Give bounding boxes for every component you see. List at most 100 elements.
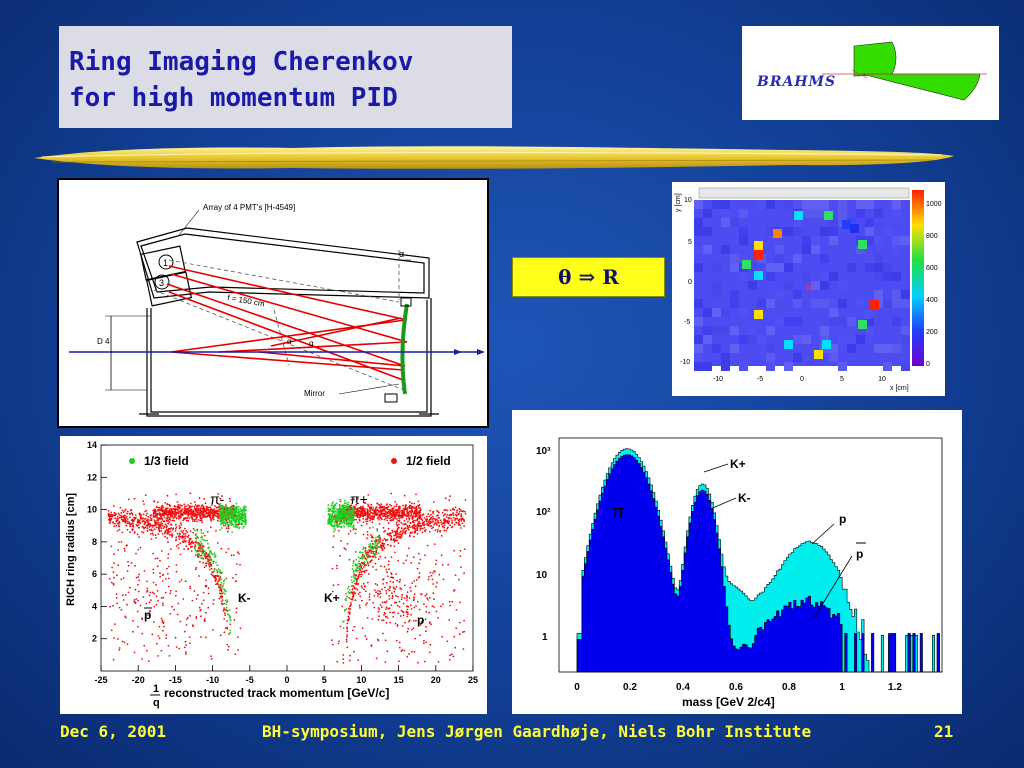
scatter-y-tick: 8 <box>92 537 97 547</box>
ring-noise-cell <box>694 317 703 326</box>
label-pi-plus: π+ <box>350 491 368 507</box>
ring-noise-cell <box>712 263 721 272</box>
ring-noise-cell <box>856 209 865 218</box>
ring-noise-cell <box>766 263 775 272</box>
ring-noise-cell <box>766 353 775 362</box>
ring-x-tick: -10 <box>713 376 723 383</box>
scatter-y-tick: 4 <box>92 601 97 611</box>
ring-hit <box>870 300 879 309</box>
ring-noise-cell <box>712 290 721 299</box>
ring-noise-cell <box>847 344 856 353</box>
scatter-y-tick: 10 <box>87 505 97 515</box>
ring-noise-cell <box>694 344 703 353</box>
title-box: Ring Imaging Cherenkov for high momentum… <box>59 26 512 128</box>
ring-y-tick: 0 <box>688 279 692 286</box>
pmt-number-1: 1 <box>163 258 168 268</box>
ring-noise-cell <box>829 308 838 317</box>
mass-x-label: mass [GeV 2/c4] <box>682 695 775 709</box>
ring-noise-cell <box>703 362 712 371</box>
brahms-logo-graphic <box>822 41 987 101</box>
ring-noise-cell <box>730 290 739 299</box>
ring-noise-cell <box>703 308 712 317</box>
ring-noise-cell <box>883 227 892 236</box>
ring-noise-cell <box>694 335 703 344</box>
mass-y-tick: 10 <box>536 570 548 581</box>
rich-diagram-svg: 1 3 D 4 <box>69 203 485 417</box>
ring-noise-cell <box>721 245 730 254</box>
ring-hit <box>822 340 831 349</box>
cbar-tick: 1000 <box>926 201 942 208</box>
ring-x-tick: 10 <box>878 376 886 383</box>
ring-x-tick: -5 <box>757 376 763 383</box>
ring-noise-cell <box>901 290 910 299</box>
ring-noise-cell <box>883 299 892 308</box>
ring-noise-cell <box>793 353 802 362</box>
ring-noise-cell <box>739 308 748 317</box>
ring-noise-cell <box>856 245 865 254</box>
ring-noise-cell <box>793 335 802 344</box>
ring-noise-cell <box>874 254 883 263</box>
footer-page-number: 21 <box>934 722 954 741</box>
mirror <box>400 303 409 395</box>
ring-noise-cell <box>748 263 757 272</box>
ring-noise-cell <box>802 200 811 209</box>
ring-noise-cell <box>784 317 793 326</box>
scatter-x-tick: 10 <box>356 675 366 685</box>
ring-noise-cell <box>892 209 901 218</box>
ring-hit <box>754 250 763 259</box>
ring-noise-cell <box>793 254 802 263</box>
legend-one-third-field: 1/3 field <box>144 454 189 468</box>
rich-detector-diagram: 1 3 D 4 <box>57 178 489 428</box>
ring-noise-cell <box>892 272 901 281</box>
ring-noise-cell <box>739 209 748 218</box>
ring-noise-cell <box>883 272 892 281</box>
ring-noise-cell <box>775 245 784 254</box>
ring-image-plot: × 1000 800 600 400 200 0 -10 -5 0 5 10 <box>672 182 945 396</box>
ring-noise-cell <box>847 218 856 227</box>
cherenkov-rays <box>166 265 408 381</box>
ring-noise-cell <box>820 326 829 335</box>
logo-text: BRAHMS <box>757 74 837 90</box>
ring-noise-cell <box>838 200 847 209</box>
ring-noise-cell <box>829 272 838 281</box>
ring-y-label: y [cm] <box>675 193 682 212</box>
ring-noise-cell <box>829 299 838 308</box>
colorbar <box>912 190 924 366</box>
ring-noise-cell <box>766 272 775 281</box>
ring-noise-cell <box>694 263 703 272</box>
ring-noise-cell <box>829 218 838 227</box>
ring-center-marker: × <box>805 279 813 295</box>
mass-x-tick: 0.8 <box>782 682 796 693</box>
ring-noise-cell <box>712 281 721 290</box>
ring-noise-cell <box>847 263 856 272</box>
dark-histogram <box>576 454 942 673</box>
ring-noise-cell <box>712 326 721 335</box>
mass-spectrum-plot: 0 0.2 0.4 0.6 0.8 1 1.2 10³ 10² 10 1 mas… <box>512 410 962 714</box>
scatter-x-tick: 20 <box>431 675 441 685</box>
ring-noise-cell <box>838 281 847 290</box>
ring-hit <box>742 260 751 269</box>
ring-noise-cell <box>784 281 793 290</box>
ring-noise-cell <box>793 290 802 299</box>
ring-noise-cell <box>793 218 802 227</box>
ring-image-svg: × 1000 800 600 400 200 0 -10 -5 0 5 10 <box>675 187 942 392</box>
ring-noise-cell <box>730 254 739 263</box>
mass-y-tick: 10³ <box>536 446 551 457</box>
ring-noise-cell <box>730 326 739 335</box>
ring-noise-cell <box>784 362 793 371</box>
ring-noise-cell <box>892 290 901 299</box>
mass-y-tick: 1 <box>542 632 548 643</box>
scatter-y-tick: 6 <box>92 569 97 579</box>
ring-noise-cell <box>739 335 748 344</box>
ring-noise-cell <box>694 362 703 371</box>
mass-x-tick: 1.2 <box>888 682 902 693</box>
scatter-x-tick: -5 <box>246 675 254 685</box>
ring-noise-cell <box>838 362 847 371</box>
ring-noise-cell <box>757 335 766 344</box>
ring-noise-cell <box>901 299 910 308</box>
ring-noise-cell <box>793 299 802 308</box>
label-k-minus: K- <box>238 591 251 605</box>
mass-x-tick: 1 <box>839 682 845 693</box>
ring-noise-cell <box>793 227 802 236</box>
ring-noise-cell <box>712 200 721 209</box>
